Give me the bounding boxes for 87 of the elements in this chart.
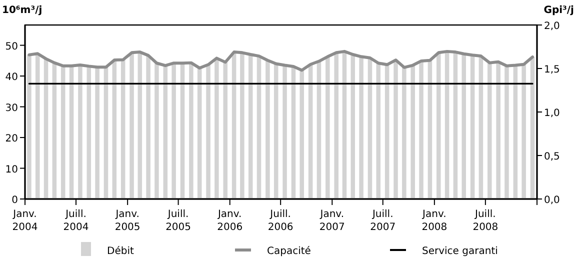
- y2-tick-label: 1,0: [544, 108, 560, 119]
- x-tick-label: Juill. 2004: [63, 209, 89, 233]
- bar: [478, 56, 484, 199]
- bar: [428, 60, 432, 199]
- bar: [120, 60, 126, 199]
- bar: [394, 60, 398, 199]
- bar: [530, 56, 535, 199]
- x-tick-label: Juill. 2006: [268, 209, 294, 233]
- bar: [86, 66, 92, 199]
- bar: [35, 54, 40, 199]
- bar: [462, 54, 466, 199]
- bar: [308, 64, 313, 199]
- bar: [95, 67, 100, 199]
- bar: [384, 64, 390, 199]
- bar: [444, 51, 450, 199]
- bar: [419, 60, 424, 199]
- bar: [513, 65, 518, 199]
- x-tick-label: Janv. 2008: [422, 209, 448, 233]
- x-tick-label: Janv. 2007: [319, 209, 345, 233]
- bar: [172, 63, 176, 199]
- bar: [69, 66, 74, 199]
- y2-tick-label: 0,0: [544, 195, 560, 206]
- bar: [197, 68, 202, 199]
- y-tick-label: 20: [5, 134, 18, 145]
- legend-label: Capacité: [267, 246, 311, 257]
- bar: [44, 58, 48, 199]
- bar: [436, 52, 441, 199]
- bar: [266, 60, 270, 199]
- y2-axis-title: Gpi³/j: [544, 5, 574, 16]
- bar: [496, 62, 500, 199]
- y2-tick-label: 1,5: [544, 64, 560, 76]
- bar: [274, 64, 278, 199]
- x-tick-label: Juill. 2008: [472, 209, 498, 233]
- bar: [504, 66, 509, 199]
- bar: [334, 52, 338, 199]
- bar: [138, 52, 142, 199]
- bar: [27, 54, 32, 199]
- bar: [350, 54, 356, 199]
- bar: [402, 67, 406, 199]
- bar: [410, 65, 415, 199]
- bar: [248, 54, 253, 199]
- bar: [488, 62, 492, 199]
- y2-tick-label: 0,5: [544, 152, 560, 162]
- x-tick-label: Juill. 2005: [166, 209, 192, 233]
- x-tick-label: Janv. 2005: [114, 209, 140, 233]
- bar: [522, 64, 526, 199]
- bar: [300, 70, 304, 199]
- bar: [112, 60, 117, 199]
- x-tick-label: Juill. 2007: [370, 209, 396, 233]
- bar: [256, 56, 262, 199]
- bar: [180, 63, 185, 199]
- bar: [240, 52, 244, 199]
- x-tick-label: Janv. 2004: [12, 209, 38, 233]
- bar: [282, 65, 287, 199]
- bar: [470, 55, 475, 199]
- bar: [376, 63, 381, 199]
- bar: [206, 64, 210, 199]
- y-tick-label: 40: [5, 72, 18, 84]
- bar: [104, 67, 108, 199]
- bar: [223, 62, 228, 199]
- bar: [52, 62, 57, 199]
- bar: [189, 62, 194, 199]
- bar: [130, 52, 134, 199]
- bar: [232, 52, 236, 199]
- y-tick-label: 0: [12, 195, 18, 206]
- y2-tick-label: 2,0: [544, 21, 560, 32]
- legend-label: Service garanti: [422, 246, 498, 257]
- bar: [291, 66, 296, 199]
- bar: [214, 58, 219, 199]
- bar: [60, 66, 66, 199]
- legend-label: Débit: [107, 246, 134, 257]
- y-tick-label: 50: [5, 41, 18, 52]
- y-axis-title: 10⁶m³/j: [2, 5, 42, 16]
- bar: [163, 66, 168, 199]
- bar: [154, 63, 159, 199]
- y-tick-label: 30: [5, 102, 18, 114]
- bar: [453, 52, 458, 199]
- x-tick-label: Janv. 2006: [216, 209, 243, 233]
- bar: [316, 61, 322, 199]
- bar: [78, 64, 82, 199]
- line-series: [28, 50, 534, 72]
- y-tick-label: 10: [5, 164, 18, 176]
- bar: [342, 51, 347, 199]
- bar: [359, 56, 364, 199]
- bar: [146, 55, 150, 199]
- bar: [368, 58, 372, 199]
- bar: [326, 56, 330, 199]
